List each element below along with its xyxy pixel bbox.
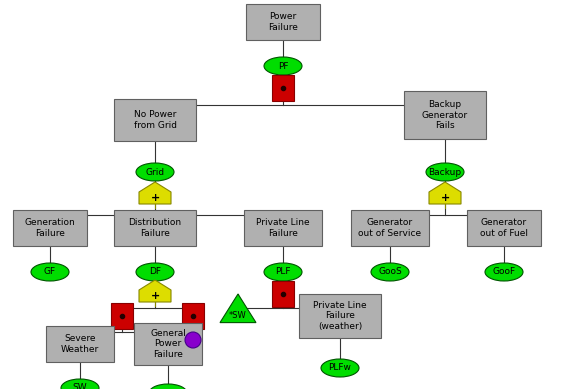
FancyBboxPatch shape [46,326,114,362]
Text: +: + [151,193,160,203]
Ellipse shape [264,57,302,75]
Ellipse shape [61,379,99,389]
FancyBboxPatch shape [114,210,196,246]
Polygon shape [139,182,171,204]
Text: Private Line
Failure: Private Line Failure [256,218,310,238]
Text: GooF: GooF [492,268,516,277]
FancyBboxPatch shape [111,303,133,329]
Text: Severe
Weather: Severe Weather [61,334,99,354]
FancyBboxPatch shape [272,281,294,307]
Text: Generator
out of Service: Generator out of Service [358,218,422,238]
Text: Private Line
Failure
(weather): Private Line Failure (weather) [313,301,367,331]
Ellipse shape [371,263,409,281]
Text: PLF: PLF [275,268,291,277]
Text: General
Power
Failure: General Power Failure [150,329,186,359]
Ellipse shape [321,359,359,377]
Text: Distribution
Failure: Distribution Failure [128,218,182,238]
Text: Power
Failure: Power Failure [268,12,298,32]
FancyBboxPatch shape [134,323,202,365]
FancyBboxPatch shape [246,4,320,40]
Text: *SW: *SW [229,312,247,321]
Ellipse shape [485,263,523,281]
FancyBboxPatch shape [404,91,486,139]
Ellipse shape [136,263,174,281]
Text: Backup: Backup [428,168,461,177]
Ellipse shape [31,263,69,281]
Text: +: + [440,193,449,203]
Text: SW: SW [72,384,87,389]
FancyBboxPatch shape [467,210,541,246]
Circle shape [185,332,201,348]
Polygon shape [220,294,256,322]
FancyBboxPatch shape [351,210,429,246]
FancyBboxPatch shape [13,210,87,246]
Text: GF: GF [44,268,56,277]
FancyBboxPatch shape [182,303,204,329]
Text: Grid: Grid [145,168,165,177]
FancyBboxPatch shape [244,210,322,246]
Ellipse shape [136,163,174,181]
Text: Backup
Generator
Fails: Backup Generator Fails [422,100,468,130]
Text: PLFw: PLFw [328,363,351,373]
Ellipse shape [264,263,302,281]
Text: PF: PF [278,61,288,70]
Ellipse shape [149,384,187,389]
Polygon shape [429,182,461,204]
Text: Generator
out of Fuel: Generator out of Fuel [480,218,528,238]
FancyBboxPatch shape [114,99,196,141]
FancyBboxPatch shape [272,75,294,101]
Text: +: + [151,291,160,301]
FancyBboxPatch shape [299,294,381,338]
Polygon shape [139,280,171,302]
Text: No Power
from Grid: No Power from Grid [134,110,177,130]
Ellipse shape [426,163,464,181]
Text: DF: DF [149,268,161,277]
Text: GooS: GooS [378,268,402,277]
Text: Generation
Failure: Generation Failure [25,218,75,238]
